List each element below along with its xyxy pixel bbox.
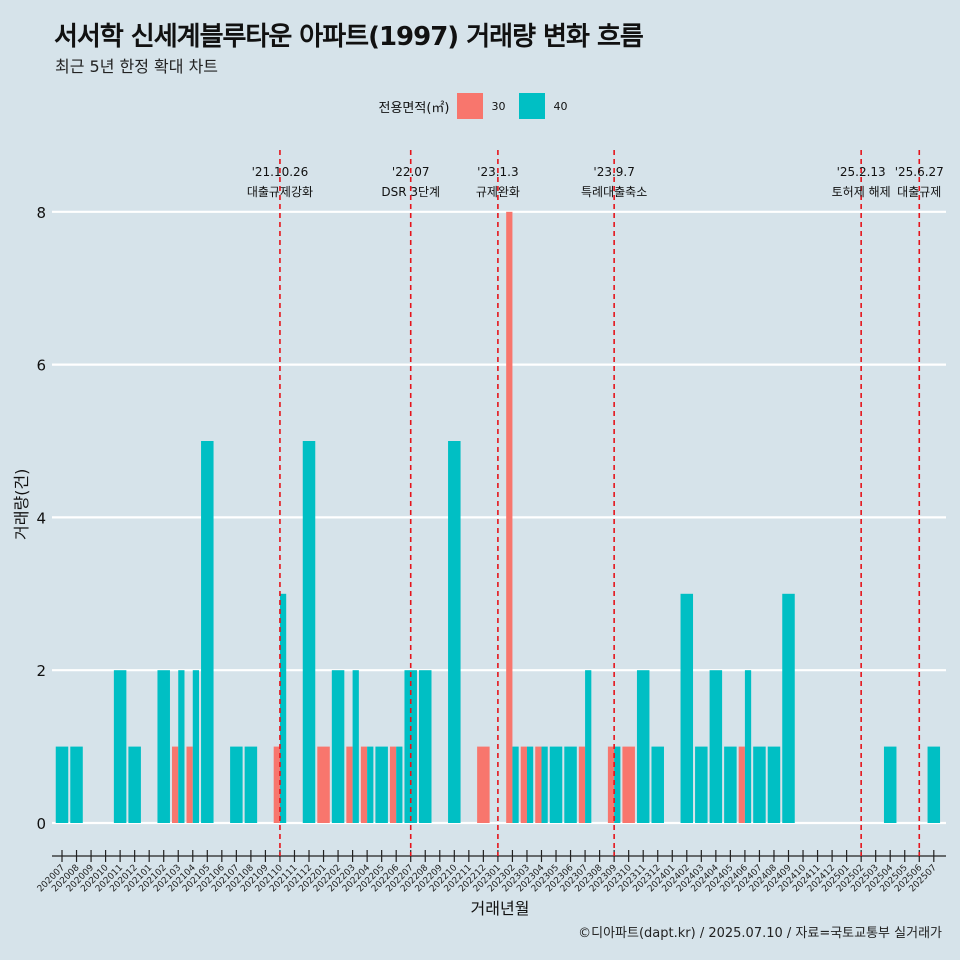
bar-202304-30 [535, 746, 542, 823]
bar-202404-40 [709, 670, 723, 823]
bar-202303-30 [520, 746, 527, 823]
bar-202312-40 [651, 746, 664, 823]
y-tick-label: 4 [36, 509, 46, 527]
bar-202310-30 [622, 746, 635, 823]
event-label: DSR 3단계 [381, 185, 440, 199]
event-date: '25.2.13 [837, 165, 886, 179]
bar-202302-40 [512, 746, 519, 823]
bar-202406-30 [738, 746, 745, 823]
bar-202504-40 [883, 746, 897, 823]
legend: 전용면적(㎡) 30 40 [0, 93, 960, 119]
y-tick-label: 2 [36, 662, 46, 680]
bar-202205-40 [375, 746, 388, 823]
bar-202305-40 [549, 746, 563, 823]
bar-202307-40 [585, 670, 592, 823]
bar-202407-40 [753, 746, 766, 823]
bar-202309-30 [607, 746, 615, 823]
event-date: '23.9.7 [593, 165, 634, 179]
bar-202007-40 [55, 746, 69, 823]
bar-202212-30 [477, 746, 490, 823]
bar-202311-40 [636, 670, 650, 823]
legend-title: 전용면적(㎡) [378, 100, 450, 116]
bar-202307-30 [578, 746, 586, 823]
event-label: 특례대출축소 [581, 185, 647, 199]
bar-202102-40 [157, 670, 170, 823]
event-label: 대출규제강화 [247, 185, 313, 199]
chart-subtitle: 최근 5년 한정 확대 차트 [55, 57, 219, 76]
event-date: '25.6.27 [895, 165, 944, 179]
bar-202203-30 [346, 746, 353, 823]
bar-202304-40 [541, 746, 548, 823]
event-date: '21.10.26 [252, 165, 309, 179]
chart-title: 서서학 신세계블루타운 아파트(1997) 거래량 변화 흐름 [54, 22, 644, 52]
bar-202208-40 [419, 670, 432, 823]
bar-202105-40 [201, 441, 214, 823]
y-tick-label: 0 [36, 815, 46, 833]
bar-202108-40 [244, 746, 258, 823]
bar-202309-40 [614, 746, 621, 823]
bar-202210-40 [448, 441, 461, 823]
bar-202110-40 [279, 593, 287, 823]
x-axis-label: 거래년월 [470, 899, 530, 918]
bar-202206-30 [389, 746, 397, 823]
bar-202103-30 [171, 746, 179, 823]
bar-202201-30 [317, 746, 330, 823]
bar-202103-40 [178, 670, 185, 823]
bar-202303-40 [526, 746, 534, 823]
bar-202408-40 [767, 746, 781, 823]
event-label: 규제완화 [476, 185, 520, 199]
bar-202405-40 [724, 746, 737, 823]
bar-202012-40 [128, 746, 141, 823]
legend-label-40: 40 [553, 99, 568, 113]
legend-key-30 [457, 93, 484, 119]
source-caption: ©디아파트(dapt.kr) / 2025.07.10 / 자료=국토교통부 실… [578, 926, 942, 941]
event-label: 토허제 해제 [832, 185, 891, 199]
y-tick-label: 8 [36, 204, 46, 222]
bar-202204-30 [360, 746, 368, 823]
legend-label-30: 30 [491, 99, 506, 113]
bar-202306-40 [564, 746, 577, 823]
event-label: 대출규제 [897, 185, 941, 199]
legend-key-40 [519, 93, 546, 119]
bar-202203-40 [352, 670, 359, 823]
y-tick-label: 6 [36, 357, 46, 375]
bar-202206-40 [396, 746, 403, 823]
bar-202302-30 [506, 211, 513, 824]
bar-202011-40 [113, 670, 127, 823]
bar-202402-40 [680, 593, 694, 823]
bar-202112-40 [302, 441, 316, 823]
bar-202104-30 [186, 746, 193, 823]
event-date: '23.1.3 [477, 165, 518, 179]
bar-202202-40 [331, 670, 345, 823]
bar-202403-40 [695, 746, 708, 823]
bar-202406-40 [744, 670, 752, 823]
event-date: '22.07 [392, 165, 430, 179]
bar-202107-40 [230, 746, 243, 823]
bar-202110-30 [273, 746, 280, 823]
y-axis-label: 거래량(건) [12, 468, 31, 540]
bar-202104-40 [192, 670, 200, 823]
bar-202204-40 [367, 746, 374, 823]
bar-202008-40 [70, 746, 83, 823]
bar-202409-40 [782, 593, 795, 823]
bar-202507-40 [927, 746, 941, 823]
